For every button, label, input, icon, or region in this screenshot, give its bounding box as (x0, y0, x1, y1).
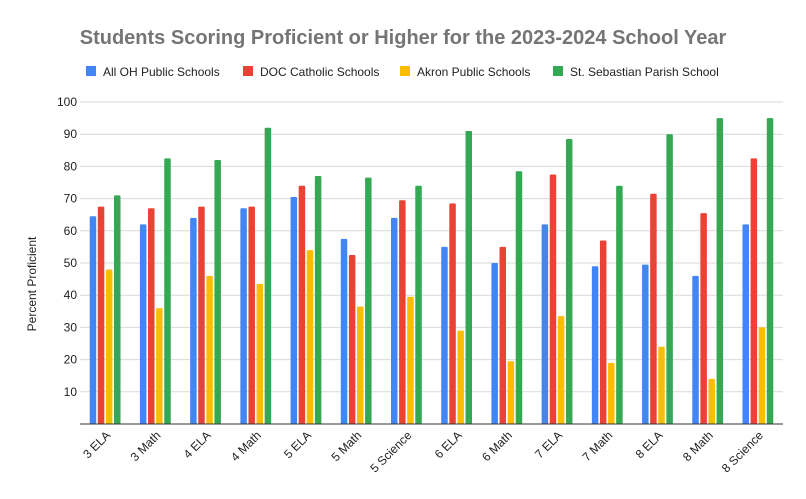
bar (264, 127, 272, 424)
bar (164, 158, 171, 424)
bar (491, 263, 498, 424)
bar (758, 327, 766, 424)
bar (692, 275, 699, 424)
bar (206, 275, 213, 424)
bar (139, 224, 147, 424)
bar (248, 206, 255, 424)
bar (457, 330, 464, 424)
y-axis-ticks: 10 20 30 40 50 60 70 80 90 100 (57, 95, 77, 399)
bar (399, 200, 406, 424)
y-tick-label: 20 (64, 353, 78, 367)
bar (666, 134, 673, 424)
bar (314, 176, 322, 424)
legend-item: All OH Public Schools (86, 65, 220, 79)
gridlines (80, 101, 783, 393)
y-tick-label: 80 (64, 159, 78, 173)
bar (156, 308, 163, 424)
bar (658, 346, 665, 424)
bar (198, 206, 205, 424)
y-axis-label: Percent Proficient (25, 236, 39, 331)
bar (298, 185, 306, 424)
y-tick-label: 70 (64, 192, 78, 206)
bar (290, 196, 298, 424)
bar (541, 224, 549, 424)
bar (599, 240, 607, 424)
bar (240, 208, 247, 424)
bar (214, 159, 221, 424)
bar (190, 217, 197, 424)
bar (750, 158, 758, 424)
bar (499, 246, 507, 424)
y-tick-label: 90 (64, 127, 78, 141)
bar (105, 269, 113, 424)
legend-swatch (86, 66, 96, 76)
legend: All OH Public Schools DOC Catholic School… (86, 65, 719, 79)
chart-title: Students Scoring Proficient or Higher fo… (80, 27, 727, 49)
y-tick-label: 100 (57, 95, 77, 109)
bar (549, 174, 557, 424)
bar (565, 139, 573, 424)
y-tick-label: 40 (64, 288, 78, 302)
legend-swatch (553, 66, 563, 76)
legend-item: DOC Catholic Schools (243, 65, 379, 79)
bar (465, 130, 473, 425)
y-tick-label: 10 (64, 385, 78, 399)
bar (616, 185, 623, 424)
bar (591, 266, 599, 424)
bar (708, 378, 715, 424)
legend-item: St. Sebastian Parish School (553, 65, 719, 79)
y-tick-label: 30 (64, 320, 78, 334)
bar (608, 362, 615, 424)
y-tick-label: 60 (64, 224, 78, 238)
bar (766, 118, 774, 424)
bar (700, 213, 707, 424)
bar (365, 177, 372, 424)
legend-item: Akron Public Schools (400, 65, 530, 79)
bar (742, 224, 749, 424)
bar (390, 217, 398, 424)
bar (642, 264, 649, 424)
bar (97, 206, 105, 424)
bar (650, 193, 657, 424)
bar (407, 296, 414, 424)
bar (256, 283, 264, 424)
legend-swatch (400, 66, 410, 76)
legend-label: Akron Public Schools (417, 65, 530, 79)
bars (89, 118, 774, 425)
bar (340, 238, 348, 424)
bar (114, 195, 121, 424)
bar (89, 216, 97, 424)
bar (441, 246, 448, 424)
y-tick-label: 50 (64, 256, 78, 270)
bar (415, 185, 422, 424)
bar (557, 316, 565, 424)
legend-label: St. Sebastian Parish School (570, 65, 719, 79)
legend-swatch (243, 66, 253, 76)
bar (306, 250, 314, 424)
legend-label: All OH Public Schools (103, 65, 220, 79)
legend-label: DOC Catholic Schools (260, 65, 379, 79)
bar (356, 306, 364, 424)
bar (716, 118, 724, 424)
bar (515, 171, 523, 424)
bar (348, 254, 356, 424)
bar (449, 203, 456, 424)
bar (148, 208, 155, 424)
bar (507, 361, 515, 424)
